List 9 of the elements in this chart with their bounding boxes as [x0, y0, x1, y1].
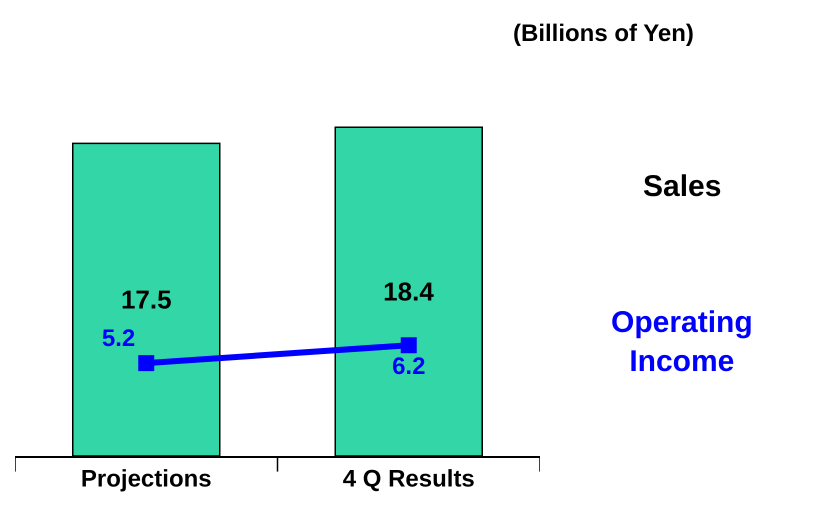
data-label: 5.2	[102, 325, 136, 352]
text: (Billions of Yen)	[513, 20, 694, 47]
data-label: 17.5	[120, 284, 172, 315]
x-tick-label: 4 Q Results	[342, 466, 475, 493]
text: Operating Income	[611, 306, 753, 378]
data-label: 6.2	[392, 353, 426, 380]
data-label: 18.4	[383, 276, 434, 307]
x-tick-label: Projections	[80, 466, 212, 493]
text: Sales	[643, 170, 722, 203]
